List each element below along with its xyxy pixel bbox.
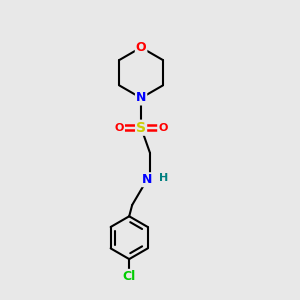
Text: O: O <box>136 41 146 54</box>
Text: N: N <box>136 92 146 104</box>
Text: S: S <box>136 121 146 135</box>
Text: O: O <box>115 123 124 133</box>
Text: N: N <box>142 173 152 186</box>
Text: Cl: Cl <box>123 270 136 283</box>
Text: H: H <box>159 173 168 183</box>
Text: O: O <box>158 123 167 133</box>
